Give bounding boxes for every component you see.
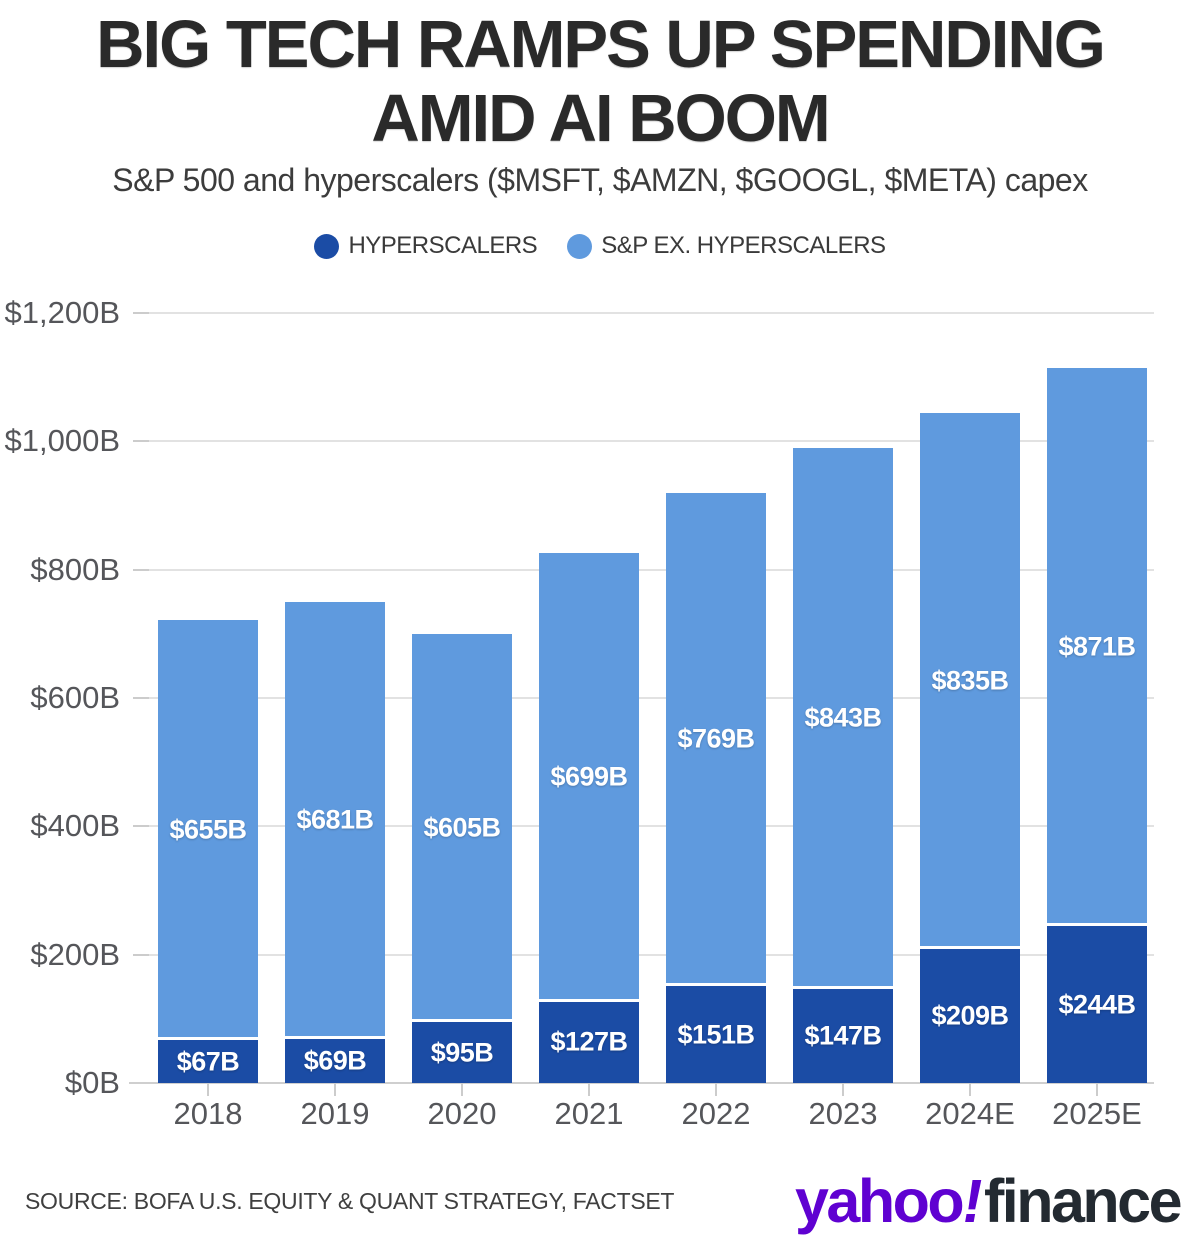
value-label-sp-ex-hyperscalers-2023: $843B bbox=[804, 702, 882, 733]
gridline-1200 bbox=[133, 312, 1154, 314]
value-label-sp-ex-hyperscalers-2025E: $871B bbox=[1058, 631, 1136, 662]
segment-sp-ex-hyperscalers-2021 bbox=[539, 553, 639, 999]
segment-hyperscalers-2021 bbox=[539, 1001, 639, 1083]
x-tick-2021 bbox=[588, 1083, 590, 1096]
bar-2018: $655B $67B bbox=[158, 313, 258, 1083]
value-label-hyperscalers-2019: $69B bbox=[303, 1045, 367, 1076]
segment-hyperscalers-2025E bbox=[1047, 926, 1147, 1083]
bar-2025E: $871B $244B bbox=[1047, 313, 1147, 1083]
value-label-sp-ex-hyperscalers-2018: $655B bbox=[169, 814, 247, 845]
x-tick-2023 bbox=[842, 1083, 844, 1096]
bar-2020: $605B $95B bbox=[412, 313, 512, 1083]
source-text: SOURCE: BOFA U.S. EQUITY & QUANT STRATEG… bbox=[25, 1188, 675, 1214]
y-axis-labels: $0B $200B $400B $600B $800B $1,000B $1,200B bbox=[0, 295, 126, 1100]
footer: SOURCE: BOFA U.S. EQUITY & QUANT STRATEG… bbox=[0, 1160, 1200, 1243]
plot-area: $655B $67B $681B $69B $605B $95B $699B $127B $76… bbox=[129, 312, 1154, 1096]
y-axis-label-1000: $1,000B bbox=[4, 423, 121, 459]
legend-item-sp-ex-hyperscalers: S&P EX. HYPERSCALERS bbox=[567, 232, 886, 260]
chart-title-line2: AMID AI BOOM bbox=[371, 81, 830, 156]
x-axis-baseline bbox=[129, 1082, 1154, 1084]
segment-hyperscalers-2020 bbox=[412, 1022, 512, 1083]
x-tick-2018 bbox=[207, 1083, 209, 1096]
x-axis-label-2020: 2020 bbox=[427, 1096, 497, 1131]
bar-2022: $769B $151B bbox=[666, 313, 766, 1083]
value-label-sp-ex-hyperscalers-2022: $769B bbox=[677, 723, 755, 754]
value-label-sp-ex-hyperscalers-2021: $699B bbox=[550, 761, 628, 792]
x-axis-label-2019: 2019 bbox=[300, 1096, 370, 1131]
segment-sp-ex-hyperscalers-2023 bbox=[793, 447, 893, 986]
legend: HYPERSCALERS S&P EX. HYPERSCALERS bbox=[0, 230, 1200, 262]
bar-2023: $843B $147B bbox=[793, 313, 893, 1083]
y-tick-1200 bbox=[133, 312, 149, 314]
y-axis-label-200: $200B bbox=[30, 936, 120, 972]
x-axis-label-2018: 2018 bbox=[173, 1096, 243, 1131]
yahoo-finance-logo: yahoo!finance bbox=[795, 1167, 1183, 1235]
value-label-sp-ex-hyperscalers-2024E: $835B bbox=[931, 665, 1009, 696]
y-tick-800 bbox=[133, 568, 149, 571]
x-axis-label-2021: 2021 bbox=[554, 1096, 624, 1131]
bar-2021: $699B $127B bbox=[539, 313, 639, 1083]
x-tick-2022 bbox=[715, 1083, 717, 1096]
legend-label-hyperscalers: HYPERSCALERS bbox=[348, 232, 538, 259]
x-tick-2025E bbox=[1096, 1083, 1098, 1096]
value-label-hyperscalers-2024E: $209B bbox=[931, 1000, 1009, 1031]
segment-sp-ex-hyperscalers-2020 bbox=[412, 633, 512, 1020]
legend-item-hyperscalers: HYPERSCALERS bbox=[314, 232, 538, 260]
x-axis-label-2023: 2023 bbox=[808, 1096, 878, 1131]
value-label-sp-ex-hyperscalers-2020: $605B bbox=[423, 812, 501, 843]
legend-label-sp-ex-hyperscalers: S&P EX. HYPERSCALERS bbox=[601, 232, 886, 259]
y-axis-label-1200: $1,200B bbox=[4, 295, 121, 330]
chart-title-line1: BIG TECH RAMPS UP SPENDING bbox=[96, 7, 1106, 82]
gridline-800 bbox=[133, 568, 1154, 571]
y-tick-600 bbox=[133, 697, 149, 699]
x-axis-labels: 2018 2019 2020 2021 2022 2023 2024E 2025E bbox=[133, 1096, 1154, 1132]
value-label-hyperscalers-2020: $95B bbox=[430, 1037, 494, 1068]
segment-hyperscalers-2019 bbox=[285, 1038, 385, 1083]
segment-sp-ex-hyperscalers-2022 bbox=[666, 492, 766, 984]
x-axis-label-2025E: 2025E bbox=[1052, 1096, 1142, 1131]
x-tick-2020 bbox=[461, 1083, 463, 1096]
logo-yahoo: yahoo bbox=[794, 1167, 965, 1235]
y-axis-label-800: $800B bbox=[30, 551, 120, 587]
legend-dot-hyperscalers bbox=[314, 233, 340, 259]
gridline-600 bbox=[133, 697, 1154, 699]
x-tick-2019 bbox=[334, 1083, 336, 1096]
y-tick-1000 bbox=[133, 440, 149, 443]
segment-sp-ex-hyperscalers-2025E bbox=[1047, 367, 1147, 924]
gridline-400 bbox=[133, 825, 1154, 828]
gridline-1000 bbox=[133, 440, 1154, 443]
x-axis-label-2024E: 2024E bbox=[925, 1096, 1015, 1131]
segment-sp-ex-hyperscalers-2018 bbox=[158, 619, 258, 1038]
segment-hyperscalers-2018 bbox=[158, 1040, 258, 1083]
y-tick-400 bbox=[133, 825, 149, 828]
segment-sp-ex-hyperscalers-2024E bbox=[920, 413, 1020, 946]
segment-sp-ex-hyperscalers-2019 bbox=[285, 601, 385, 1036]
y-tick-200 bbox=[133, 953, 149, 956]
y-axis-label-600: $600B bbox=[30, 680, 120, 715]
logo-finance: finance bbox=[983, 1167, 1183, 1235]
gridline-200 bbox=[133, 953, 1154, 956]
x-axis-label-2022: 2022 bbox=[681, 1096, 751, 1131]
value-label-hyperscalers-2025E: $244B bbox=[1058, 989, 1136, 1020]
segment-hyperscalers-2024E bbox=[920, 948, 1020, 1083]
legend-dot-sp-ex-hyperscalers bbox=[567, 233, 593, 259]
value-label-hyperscalers-2018: $67B bbox=[176, 1046, 240, 1077]
y-axis-label-0: $0B bbox=[64, 1065, 120, 1100]
value-label-hyperscalers-2021: $127B bbox=[550, 1026, 628, 1057]
bar-2024E: $835B $209B bbox=[920, 313, 1020, 1083]
bar-2019: $681B $69B bbox=[285, 313, 385, 1083]
segment-hyperscalers-2022 bbox=[666, 986, 766, 1083]
segment-hyperscalers-2023 bbox=[793, 988, 893, 1083]
value-label-hyperscalers-2023: $147B bbox=[804, 1020, 882, 1051]
x-tick-2024E bbox=[969, 1083, 971, 1096]
y-axis-label-400: $400B bbox=[30, 808, 120, 844]
value-label-sp-ex-hyperscalers-2019: $681B bbox=[296, 804, 374, 835]
chart-subtitle: S&P 500 and hyperscalers ($MSFT, $AMZN, … bbox=[112, 162, 1088, 198]
value-label-hyperscalers-2022: $151B bbox=[677, 1019, 755, 1050]
chart-title: BIG TECH RAMPS UP SPENDING AMID AI BOOM bbox=[0, 8, 1200, 156]
